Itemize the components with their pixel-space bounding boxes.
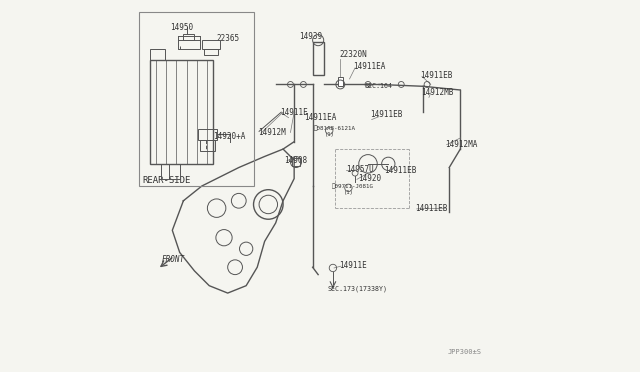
Text: 14911EA: 14911EA	[353, 61, 386, 71]
Text: 14911E: 14911E	[280, 108, 308, 117]
Bar	[178, 40, 200, 49]
Text: 14950: 14950	[170, 23, 193, 32]
Bar	[198, 129, 216, 140]
Text: FRONT: FRONT	[162, 255, 185, 264]
Text: 14911EB: 14911EB	[420, 71, 452, 80]
Text: 14920+A: 14920+A	[213, 132, 245, 141]
Text: SEC.164: SEC.164	[364, 83, 392, 89]
Text: REAR-SIDE: REAR-SIDE	[143, 176, 191, 185]
Bar	[150, 49, 165, 61]
Text: 14957U: 14957U	[346, 165, 374, 174]
Text: 14911EB: 14911EB	[415, 204, 447, 214]
Bar	[312, 42, 324, 75]
Text: Ⓚ09711-J081G: Ⓚ09711-J081G	[332, 183, 374, 189]
Bar	[184, 33, 195, 40]
Text: SEC.173(17338Y): SEC.173(17338Y)	[328, 285, 387, 292]
Bar	[161, 164, 180, 179]
Bar	[338, 77, 343, 86]
Text: 14911EB: 14911EB	[370, 110, 403, 119]
Text: Ⓑ081A8-6121A: Ⓑ081A8-6121A	[314, 125, 355, 131]
Bar	[200, 140, 215, 151]
Bar	[202, 40, 220, 49]
Text: 14939: 14939	[300, 32, 323, 41]
Text: (1): (1)	[324, 132, 334, 137]
Text: JPP300±S: JPP300±S	[447, 349, 481, 355]
Text: 22365: 22365	[216, 34, 240, 43]
Bar	[139, 13, 253, 186]
Text: 14911EA: 14911EA	[305, 113, 337, 122]
Bar	[150, 61, 213, 164]
Text: 14911E: 14911E	[340, 261, 367, 270]
Bar	[204, 49, 218, 55]
Text: 14908: 14908	[284, 155, 307, 165]
Text: 14912MA: 14912MA	[445, 140, 477, 149]
Text: (1): (1)	[344, 190, 354, 195]
Bar	[292, 158, 300, 166]
Text: 22320N: 22320N	[340, 51, 367, 60]
Text: 14912MB: 14912MB	[422, 89, 454, 97]
Text: 14920: 14920	[358, 174, 381, 183]
Text: 14911EB: 14911EB	[384, 166, 416, 174]
Text: 14912M: 14912M	[259, 128, 286, 137]
